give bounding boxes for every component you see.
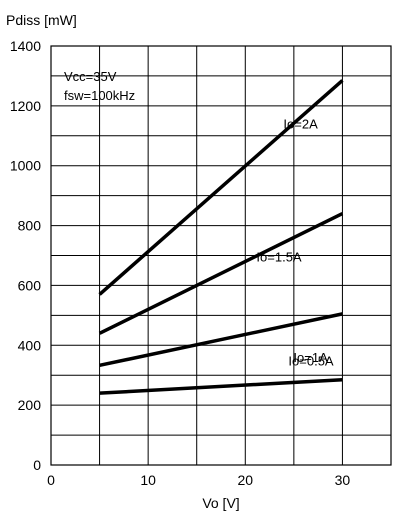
y-tick-label: 0 — [33, 457, 41, 473]
x-tick-label: 30 — [335, 472, 351, 488]
grid — [51, 46, 391, 465]
series-lines — [98, 79, 344, 395]
y-tick-label: 1200 — [10, 98, 41, 114]
y-axis-title: Pdiss [mW] — [6, 12, 77, 28]
conditions-note: Vcc=35V fsw=100kHz — [64, 69, 135, 103]
series-line — [99, 312, 343, 368]
series-line — [98, 79, 344, 296]
x-tick-label: 0 — [47, 472, 55, 488]
series-label: Io=1A — [293, 350, 328, 365]
y-tick-label: 1000 — [10, 158, 41, 174]
series-line — [98, 212, 344, 335]
x-tick-labels: 0 10 20 30 — [47, 472, 350, 488]
x-tick-label: 10 — [140, 472, 156, 488]
y-tick-label: 400 — [18, 337, 42, 353]
series-line — [99, 377, 343, 395]
condition-fsw: fsw=100kHz — [64, 88, 135, 103]
series-label: Io=0.5A — [288, 354, 334, 369]
y-tick-label: 1400 — [10, 38, 41, 54]
y-tick-label: 200 — [18, 397, 42, 413]
series-label: Io=1.5A — [256, 250, 302, 265]
y-tick-label: 800 — [18, 218, 42, 234]
y-tick-labels: 0 200 400 600 800 1000 1200 1400 — [10, 38, 41, 473]
x-axis-title: Vo [V] — [202, 495, 239, 511]
series-label: Io=2A — [283, 116, 318, 131]
condition-vcc: Vcc=35V — [64, 69, 117, 84]
x-tick-label: 20 — [237, 472, 253, 488]
y-tick-label: 600 — [18, 277, 42, 293]
